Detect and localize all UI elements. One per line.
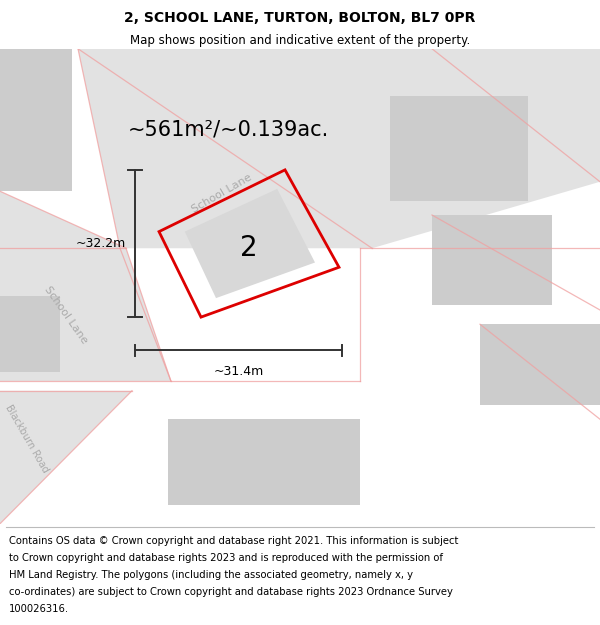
Polygon shape [168,419,360,505]
Polygon shape [0,191,171,381]
Polygon shape [0,49,72,191]
Text: Map shows position and indicative extent of the property.: Map shows position and indicative extent… [130,34,470,47]
Text: to Crown copyright and database rights 2023 and is reproduced with the permissio: to Crown copyright and database rights 2… [9,553,443,563]
Text: 2: 2 [240,234,258,262]
Polygon shape [0,391,132,524]
Text: HM Land Registry. The polygons (including the associated geometry, namely x, y: HM Land Registry. The polygons (includin… [9,570,413,580]
Polygon shape [78,49,600,248]
Polygon shape [432,215,552,305]
Text: ~561m²/~0.139ac.: ~561m²/~0.139ac. [127,119,329,139]
Text: 2, SCHOOL LANE, TURTON, BOLTON, BL7 0PR: 2, SCHOOL LANE, TURTON, BOLTON, BL7 0PR [124,11,476,25]
Text: 100026316.: 100026316. [9,604,69,614]
Text: Blackburn Road: Blackburn Road [4,402,50,474]
Text: School Lane: School Lane [190,173,254,215]
Text: School Lane: School Lane [43,284,89,346]
Polygon shape [390,96,528,201]
Polygon shape [0,296,60,372]
Polygon shape [480,324,600,405]
Text: ~31.4m: ~31.4m [214,364,263,378]
Text: co-ordinates) are subject to Crown copyright and database rights 2023 Ordnance S: co-ordinates) are subject to Crown copyr… [9,587,453,597]
Text: ~32.2m: ~32.2m [76,237,126,250]
Text: Contains OS data © Crown copyright and database right 2021. This information is : Contains OS data © Crown copyright and d… [9,536,458,546]
Polygon shape [185,189,315,298]
